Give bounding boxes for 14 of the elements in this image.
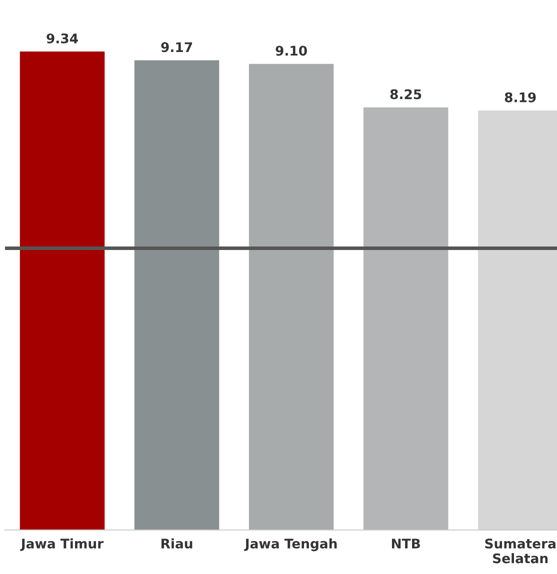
bar: [20, 52, 105, 530]
data-label: 9.17: [161, 42, 192, 52]
data-label: 8.25: [390, 89, 422, 100]
bar: [248, 64, 334, 530]
bar: [363, 107, 448, 530]
x-tick-label: Sumatera Selatan: [485, 538, 556, 564]
data-label: 9.34: [46, 33, 78, 44]
x-tick-label: Riau: [162, 538, 192, 549]
data-label: 8.19: [504, 92, 536, 102]
x-tick-label: NTB: [392, 538, 420, 548]
bar: [134, 60, 220, 530]
data-label: 9.10: [276, 46, 307, 56]
x-tick-label: Jawa Tengah: [244, 538, 337, 552]
x-tick-label: Jawa Timur: [20, 538, 104, 551]
